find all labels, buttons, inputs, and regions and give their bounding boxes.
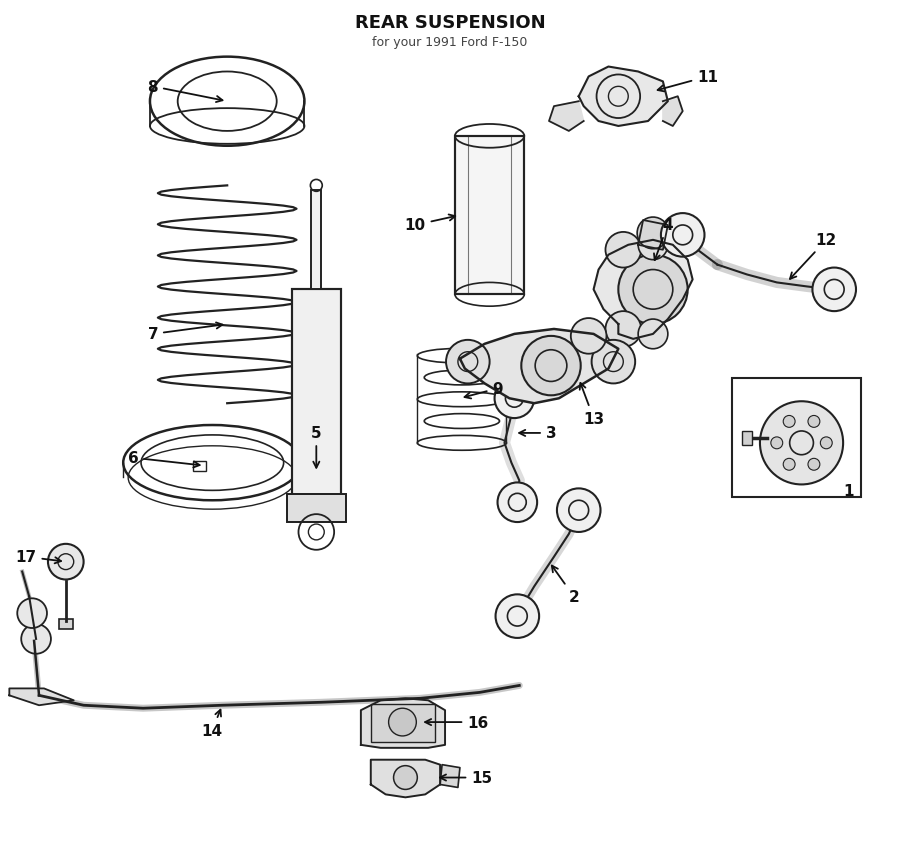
Circle shape (813, 268, 856, 311)
Circle shape (770, 438, 783, 450)
Circle shape (557, 489, 600, 532)
Text: 7: 7 (148, 323, 222, 342)
Polygon shape (594, 241, 693, 339)
Circle shape (606, 233, 641, 268)
Bar (455, 136, 525, 295)
Text: 13: 13 (580, 384, 604, 426)
Text: 11: 11 (658, 70, 718, 92)
Bar (311, 191, 321, 290)
Circle shape (496, 595, 539, 638)
Polygon shape (440, 765, 460, 787)
Circle shape (808, 459, 820, 471)
Circle shape (393, 766, 418, 790)
Polygon shape (460, 329, 618, 403)
Text: 5: 5 (311, 426, 321, 468)
Text: 14: 14 (202, 710, 223, 738)
Text: 17: 17 (15, 549, 61, 565)
Text: 4: 4 (654, 218, 673, 261)
Circle shape (606, 311, 641, 347)
Circle shape (17, 599, 47, 629)
Circle shape (638, 320, 668, 350)
Circle shape (821, 438, 833, 450)
Circle shape (571, 319, 607, 354)
Text: 16: 16 (425, 715, 489, 729)
Text: 10: 10 (405, 215, 455, 233)
Text: 1: 1 (842, 484, 853, 498)
Polygon shape (371, 760, 440, 798)
Bar (292, 290, 341, 497)
Polygon shape (579, 67, 668, 127)
Circle shape (661, 214, 705, 258)
Circle shape (760, 402, 843, 485)
Circle shape (591, 340, 635, 384)
Bar (311, 191, 321, 290)
Text: 12: 12 (790, 233, 837, 280)
Bar (193, 461, 206, 471)
Text: 3: 3 (519, 426, 556, 441)
Polygon shape (638, 221, 668, 251)
Circle shape (808, 416, 820, 428)
Bar (742, 432, 752, 445)
Polygon shape (9, 688, 74, 705)
Bar (58, 619, 73, 630)
Bar (286, 495, 346, 522)
Circle shape (783, 416, 795, 428)
Polygon shape (361, 699, 445, 748)
Text: 15: 15 (440, 770, 492, 785)
Circle shape (389, 708, 417, 736)
Text: 2: 2 (552, 566, 580, 604)
Text: REAR SUSPENSION: REAR SUSPENSION (355, 14, 545, 32)
Circle shape (22, 624, 51, 654)
Text: 6: 6 (128, 450, 200, 468)
Bar (286, 495, 346, 522)
Circle shape (446, 340, 490, 384)
Circle shape (495, 379, 535, 419)
Circle shape (637, 218, 669, 249)
Circle shape (48, 544, 84, 580)
Circle shape (498, 483, 537, 522)
Bar (455, 136, 525, 295)
Circle shape (618, 255, 688, 325)
Bar (733, 379, 861, 497)
Text: 8: 8 (148, 79, 222, 103)
Bar (292, 290, 341, 497)
Bar (371, 705, 435, 742)
Polygon shape (663, 97, 683, 127)
Text: for your 1991 Ford F-150: for your 1991 Ford F-150 (373, 36, 527, 49)
Text: 9: 9 (464, 381, 503, 399)
Circle shape (521, 336, 580, 396)
Circle shape (783, 459, 795, 471)
Polygon shape (549, 102, 584, 131)
Circle shape (638, 230, 668, 260)
